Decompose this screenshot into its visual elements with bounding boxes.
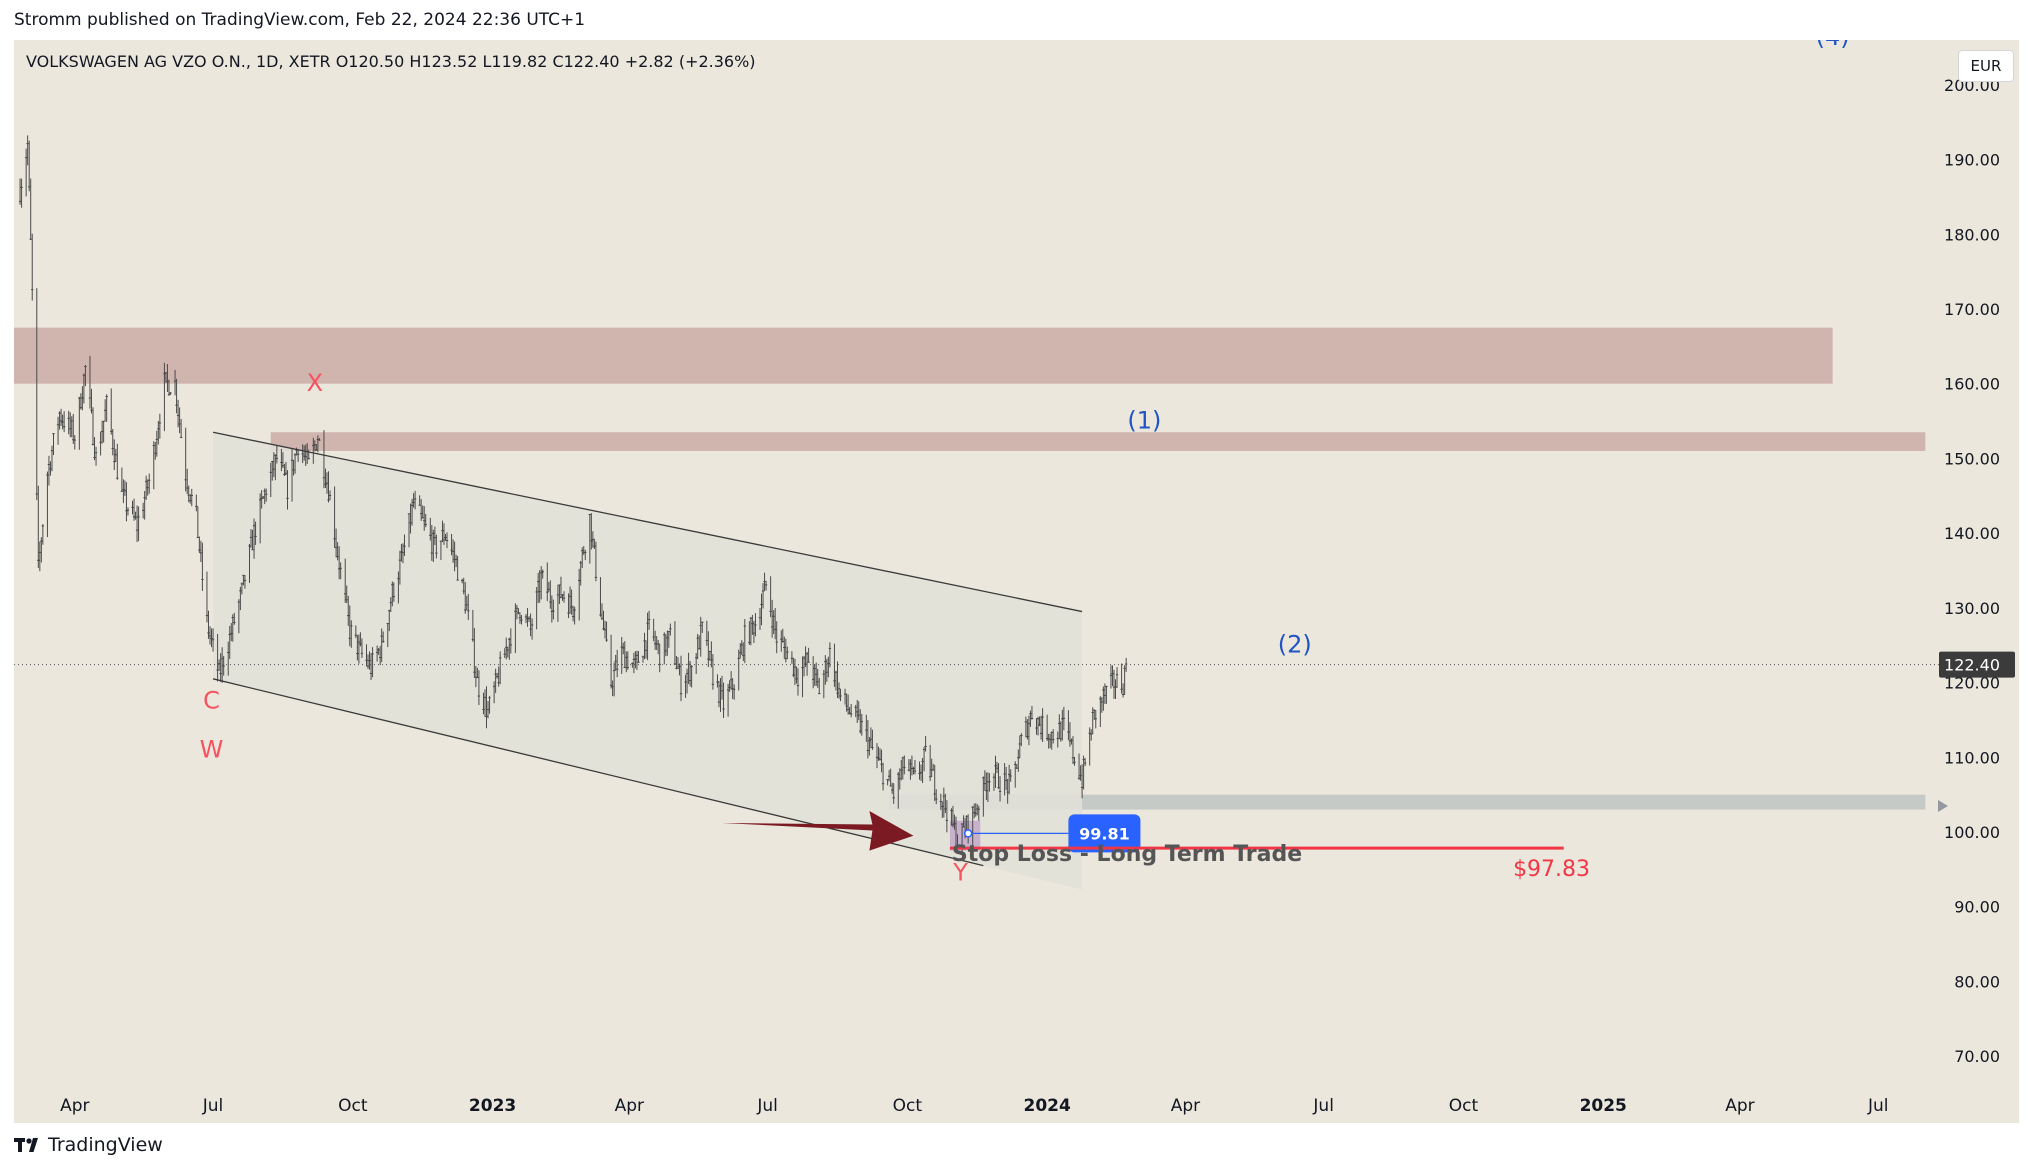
- wave-label-5: (2): [1278, 631, 1312, 659]
- y-tick-label: 140.00: [1944, 524, 2000, 543]
- red-arrow: [722, 811, 914, 851]
- x-tick-label: Jul: [756, 1096, 778, 1116]
- x-tick-label: Apr: [615, 1096, 644, 1116]
- x-tick-label: 2023: [469, 1096, 516, 1116]
- zone-upper-resistance: [14, 327, 1833, 384]
- marker-anchor: [963, 829, 973, 838]
- y-tick-label: 130.00: [1944, 599, 2000, 618]
- last-price-badge-label: 122.40: [1944, 656, 2000, 675]
- wave-label-1: C: [203, 687, 220, 715]
- axis-scroll-handle: [1938, 800, 1948, 812]
- wave-label-2: W: [200, 735, 224, 763]
- y-tick-label: 90.00: [1954, 898, 2000, 917]
- x-tick-label: Oct: [1449, 1096, 1479, 1116]
- y-tick-label: 190.00: [1944, 151, 2000, 170]
- wave-label-4: (1): [1127, 407, 1161, 435]
- x-tick-label: Apr: [60, 1096, 89, 1116]
- chart-pane[interactable]: 99.81 Stop Loss - Long Term Trade $97.83 X C…: [14, 40, 2019, 1123]
- y-tick-label: 80.00: [1954, 972, 2000, 991]
- y-tick-label: 70.00: [1954, 1047, 2000, 1066]
- x-tick-label: 2025: [1580, 1096, 1627, 1116]
- last-price-badge: [1939, 651, 2015, 678]
- wave-label-0: X: [307, 369, 323, 397]
- x-tick-label: Apr: [1171, 1096, 1200, 1116]
- y-tick-label: 180.00: [1944, 225, 2000, 244]
- y-tick-label: 170.00: [1944, 300, 2000, 319]
- currency-button[interactable]: EUR: [1958, 50, 2014, 82]
- marker-badge-label: 99.81: [1079, 824, 1130, 843]
- x-tick-label: 2024: [1023, 1096, 1070, 1116]
- x-tick-label: Oct: [893, 1096, 923, 1116]
- channel-fill: [213, 432, 1083, 890]
- symbol-legend: VOLKSWAGEN AG VZO O.N., 1D, XETR O120.50…: [26, 52, 756, 71]
- x-tick-label: Jul: [202, 1096, 224, 1116]
- x-tick-label: Oct: [338, 1096, 368, 1116]
- y-tick-label: 160.00: [1944, 375, 2000, 394]
- y-tick-label: 120.00: [1944, 674, 2000, 693]
- channel-lower-line: [212, 678, 984, 867]
- wave-label-6: (4): [1816, 40, 1850, 51]
- channel-upper-line: [212, 431, 1083, 613]
- x-tick-label: Jul: [1312, 1096, 1334, 1116]
- x-tick-label: Apr: [1725, 1096, 1754, 1116]
- stop-loss-price: $97.83: [1513, 857, 1590, 882]
- stop-loss-label: Stop Loss - Long Term Trade: [952, 842, 1302, 867]
- x-tick-label: Jul: [1867, 1096, 1889, 1116]
- zone-lower-resistance: [270, 432, 1926, 451]
- marker-badge: [1068, 814, 1141, 853]
- tradingview-logo: TradingView: [14, 1134, 163, 1156]
- y-tick-label: 150.00: [1944, 449, 2000, 468]
- tradingview-brand-text: TradingView: [48, 1134, 163, 1156]
- tradingview-logo-icon: [14, 1138, 38, 1152]
- zone-support: [889, 794, 1926, 810]
- candlestick-series: [18, 135, 1128, 855]
- wave-label-3: Y: [952, 859, 968, 887]
- y-tick-label: 110.00: [1944, 748, 2000, 767]
- y-tick-label: 100.00: [1944, 823, 2000, 842]
- publish-info: Stromm published on TradingView.com, Feb…: [14, 10, 586, 30]
